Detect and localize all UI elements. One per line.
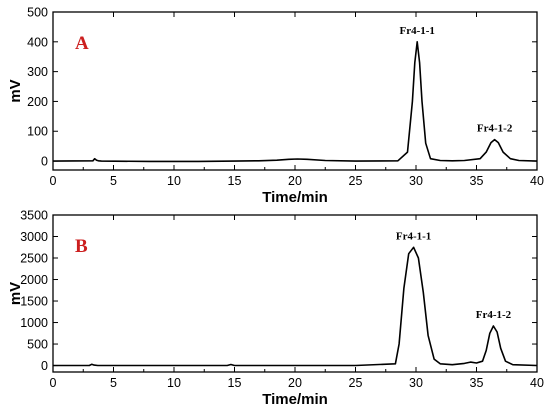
panel-a-x-tick-label: 10 [167,174,181,188]
panel-b-y-axis-title: mV [7,282,24,305]
panel-b-x-tick-label: 15 [228,376,242,390]
panel-b-label: B [75,236,88,257]
panel-a-x-tick-label: 15 [228,174,242,188]
panel-a-y-tick-label: 400 [27,35,48,49]
panel-b-x-tick-label: 30 [409,376,423,390]
panel-b-series-line [53,246,538,367]
panel-b-y-tick-label: 3500 [20,209,48,223]
panel-b-x-tick-label: 35 [470,376,484,390]
panel-b-x-tick-label: 0 [50,376,57,390]
panel-b-x-tick-label: 40 [530,376,544,390]
panel-b-y-tick-label: 2500 [20,252,48,266]
panel-a-frame [52,11,538,171]
panel-b-x-axis-title: Time/min [262,391,328,408]
panel-b-y-tick-label: 0 [41,359,48,373]
panel-b-x-tick-label: 10 [167,376,181,390]
panel-a-x-tick-label: 5 [110,174,117,188]
panel-a-y-axis-title: mV [7,79,24,102]
panel-a-peak-label: Fr4-1-1 [399,25,434,37]
panel-a-x-axis-title: Time/min [262,189,328,206]
panel-a-series-line [52,41,538,163]
panel-a-y-tick-label: 300 [27,65,48,79]
panel-b-y-tick-label: 1000 [20,316,48,330]
panel-b-y-tick-label: 1500 [20,295,48,309]
panel-b-x-tick-label: 20 [288,376,302,390]
panel-a-label: A [75,33,89,54]
panel-b-y-tick-label: 3000 [20,230,48,244]
panel-a-peak-label: Fr4-1-2 [477,123,513,135]
panel-b-peak-label: Fr4-1-1 [396,230,431,242]
panel-a-y-tick-label: 0 [41,155,48,169]
panel-a-x-tick-label: 30 [409,174,423,188]
panel-b-y-tick-label: 500 [27,338,48,352]
panel-b-x-tick-label: 25 [349,376,363,390]
panel-a-y-tick-label: 200 [27,95,48,109]
panel-a-x-tick-label: 25 [349,174,363,188]
panel-b-y-tick-label: 2000 [20,273,48,287]
panel-a-x-tick-label: 20 [288,174,302,188]
panel-b-peak-label: Fr4-1-2 [476,309,512,321]
panel-b-frame [52,214,538,373]
panel-b-x-tick-label: 5 [110,376,117,390]
panel-a-x-tick-label: 0 [50,174,57,188]
panel-a-y-tick-label: 500 [27,6,48,20]
panel-a-y-tick-label: 100 [27,125,48,139]
panel-a-x-tick-label: 40 [530,174,544,188]
panel-a-x-tick-label: 35 [470,174,484,188]
